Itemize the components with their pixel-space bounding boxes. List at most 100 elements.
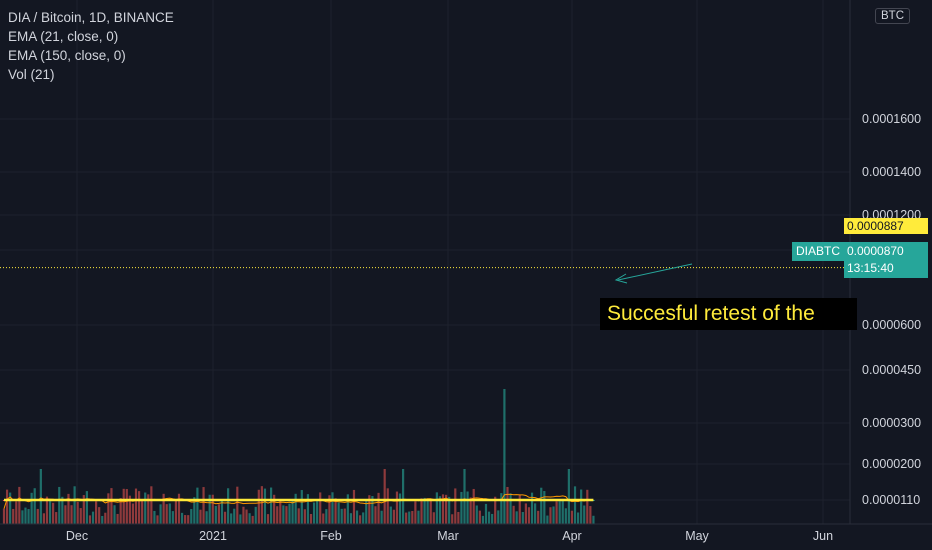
volume-bar [543, 491, 546, 524]
volume-bar [306, 494, 310, 524]
volume-bar [300, 490, 303, 524]
legend-ema150[interactable]: EMA (150, close, 0) [8, 48, 126, 63]
volume-bar [36, 508, 39, 524]
volume-bar [122, 488, 125, 524]
volume-bar [405, 512, 408, 524]
volume-bar [273, 494, 276, 524]
volume-bar [322, 513, 325, 524]
volume-bar [546, 515, 549, 524]
volume-bar [9, 492, 12, 524]
volume-bar [227, 488, 230, 524]
volume-bar [116, 513, 119, 524]
volume-bar [586, 489, 589, 524]
volume-bar [487, 511, 491, 524]
volume-bar [5, 489, 9, 524]
volume-bar [45, 496, 49, 524]
annotation-text[interactable]: Succesful retest of the [600, 298, 857, 330]
y-tick-label: 0.0001600 [862, 112, 921, 126]
volume-bar [337, 502, 340, 524]
volume-bar [392, 509, 395, 524]
volume-bar [303, 509, 306, 524]
grid [0, 0, 850, 524]
volume-bar [463, 469, 466, 524]
volume-bar [171, 511, 174, 524]
volume-bar [294, 493, 297, 524]
volume-bar [475, 505, 478, 524]
volume-bar [242, 506, 245, 524]
volume-bar [211, 494, 214, 524]
volume-bar [147, 494, 150, 524]
volume-bar [484, 503, 488, 524]
volume-bar [503, 389, 506, 524]
volume-bar [540, 487, 543, 524]
volume-bar [512, 505, 515, 524]
volume-bar [248, 513, 251, 524]
volume-bar [239, 514, 242, 524]
volume-bar [79, 508, 82, 524]
volume-bar [491, 513, 494, 524]
volume-bar [193, 497, 196, 524]
legend-title[interactable]: DIA / Bitcoin, 1D, BINANCE [8, 10, 174, 25]
volume-bar [530, 492, 534, 524]
volume-bar [414, 501, 417, 524]
volume-bar [402, 469, 405, 524]
volume-bar [64, 505, 67, 524]
volume-bar [257, 489, 260, 524]
volume-bar [478, 510, 481, 524]
volume-bar [441, 494, 445, 524]
volume-bar [39, 469, 42, 524]
volume-bar [205, 511, 208, 524]
volume-bar [236, 486, 239, 524]
volume-bar [61, 496, 64, 524]
volume-bar [534, 503, 537, 524]
volume-bar [309, 513, 313, 524]
volume-bar [30, 492, 33, 524]
volume-bar [98, 507, 101, 524]
volume-bar [245, 509, 248, 524]
volume-bar [417, 510, 420, 524]
volume-bar [165, 504, 168, 524]
volume-bar [88, 515, 92, 524]
volume-bar [33, 488, 36, 524]
volume-bar [297, 508, 300, 524]
volume-bar [220, 500, 224, 524]
volume-bar [184, 515, 187, 524]
volume-bar [316, 501, 319, 524]
currency-badge[interactable]: BTC [875, 8, 910, 24]
volume-bar [521, 511, 524, 524]
y-tick-label: 0.0001400 [862, 165, 921, 179]
volume-bar [325, 509, 328, 524]
volume-bar [352, 489, 356, 524]
volume-bar [374, 506, 377, 524]
volume-bar [269, 487, 273, 524]
volume-bar [230, 513, 233, 524]
volume-bar [576, 512, 580, 524]
volume-bar [362, 512, 365, 524]
x-tick-label: Dec [66, 529, 88, 543]
volume-bar [70, 505, 73, 524]
volume-bar [174, 500, 178, 524]
legend-volume[interactable]: Vol (21) [8, 67, 55, 82]
volume-bar [153, 510, 156, 524]
chart-legend: DIA / Bitcoin, 1D, BINANCE EMA (21, clos… [8, 8, 174, 84]
x-tick-label: 2021 [199, 529, 227, 543]
volume-bar [131, 503, 135, 524]
volume-bar [518, 494, 521, 524]
legend-ema21[interactable]: EMA (21, close, 0) [8, 29, 119, 44]
volume-bar [359, 515, 362, 524]
annotation-arrow [617, 263, 693, 281]
volume-bar [380, 510, 383, 524]
volume-bar [107, 493, 110, 524]
volume-bar [113, 505, 116, 524]
volume-bar [196, 487, 199, 524]
volume-bar [349, 513, 353, 524]
volume-bar [162, 493, 165, 524]
volume-bar [202, 487, 205, 524]
x-tick-label: Mar [437, 529, 459, 543]
volume-bar [177, 493, 181, 524]
volume-bar [27, 509, 30, 524]
volume-bar [398, 493, 402, 524]
volume-bar [15, 501, 18, 524]
volume-bar [558, 501, 561, 524]
